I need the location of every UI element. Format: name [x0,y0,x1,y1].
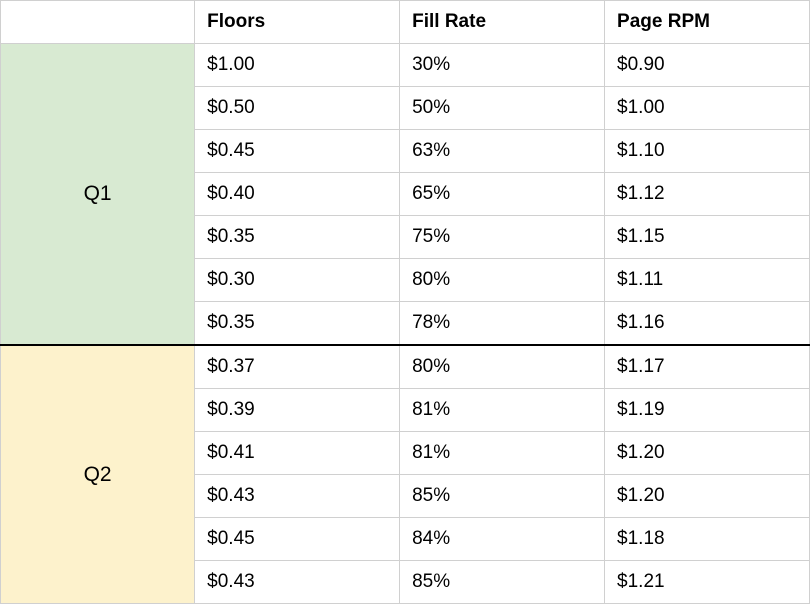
data-cell: $0.30 [195,259,400,302]
table-row: Q1$1.0030%$0.90 [1,44,810,87]
data-cell: $1.00 [605,87,810,130]
data-cell: 65% [400,173,605,216]
data-cell: 85% [400,475,605,518]
col-header-fill-rate: Fill Rate [400,1,605,44]
data-cell: $0.43 [195,475,400,518]
data-cell: $0.40 [195,173,400,216]
data-cell: 63% [400,130,605,173]
pricing-table: Floors Fill Rate Page RPM Q1$1.0030%$0.9… [0,0,810,604]
data-cell: $0.35 [195,302,400,346]
quarter-cell: Q2 [1,345,195,604]
data-cell: $0.39 [195,389,400,432]
data-cell: $0.45 [195,518,400,561]
data-cell: $0.37 [195,345,400,389]
data-cell: $0.50 [195,87,400,130]
data-cell: $0.45 [195,130,400,173]
data-cell: $1.11 [605,259,810,302]
data-cell: 80% [400,345,605,389]
data-cell: 84% [400,518,605,561]
data-cell: $1.20 [605,432,810,475]
col-header-floors: Floors [195,1,400,44]
data-cell: $1.18 [605,518,810,561]
quarter-cell: Q1 [1,44,195,346]
table-row: Q2$0.3780%$1.17 [1,345,810,389]
data-cell: 81% [400,389,605,432]
table-header-row: Floors Fill Rate Page RPM [1,1,810,44]
data-cell: 81% [400,432,605,475]
data-cell: $0.35 [195,216,400,259]
data-cell: 80% [400,259,605,302]
data-cell: $1.16 [605,302,810,346]
data-cell: $1.12 [605,173,810,216]
data-cell: 75% [400,216,605,259]
corner-cell [1,1,195,44]
data-cell: $1.20 [605,475,810,518]
data-cell: $1.19 [605,389,810,432]
data-cell: 30% [400,44,605,87]
table-body: Q1$1.0030%$0.90$0.5050%$1.00$0.4563%$1.1… [1,44,810,604]
data-cell: 85% [400,561,605,604]
data-cell: $1.17 [605,345,810,389]
data-cell: 50% [400,87,605,130]
data-cell: $1.00 [195,44,400,87]
data-cell: $0.90 [605,44,810,87]
data-cell: $0.41 [195,432,400,475]
data-cell: 78% [400,302,605,346]
data-cell: $0.43 [195,561,400,604]
col-header-page-rpm: Page RPM [605,1,810,44]
data-cell: $1.15 [605,216,810,259]
data-cell: $1.10 [605,130,810,173]
data-cell: $1.21 [605,561,810,604]
